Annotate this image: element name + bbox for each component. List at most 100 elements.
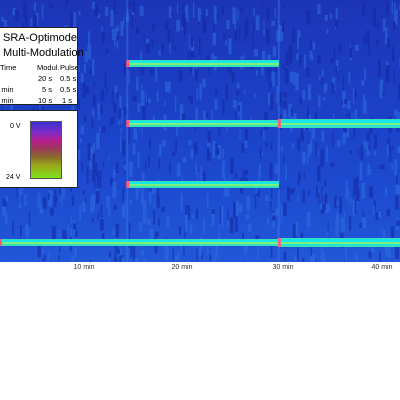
noise-speck [161, 43, 164, 51]
noise-speck [137, 103, 141, 112]
noise-speck [349, 197, 352, 206]
noise-speck [229, 217, 234, 234]
noise-speck [323, 89, 327, 94]
noise-speck [42, 248, 44, 259]
noise-speck [245, 170, 249, 175]
noise-speck [108, 154, 110, 162]
noise-speck [197, 172, 199, 185]
noise-speck [326, 145, 328, 158]
noise-speck [139, 222, 143, 232]
noise-speck [371, 244, 375, 253]
noise-speck [349, 215, 352, 231]
noise-speck [242, 232, 244, 242]
noise-speck [202, 16, 205, 21]
noise-speck [112, 228, 116, 236]
noise-speck [396, 172, 398, 187]
noise-speck [395, 195, 399, 210]
noise-speck [261, 64, 264, 76]
noise-speck [36, 12, 39, 26]
noise-speck [281, 146, 283, 152]
noise-speck [114, 40, 116, 47]
noise-speck [185, 204, 188, 218]
noise-speck [274, 7, 277, 18]
colorbar-box: 0 V 24 V [0, 110, 78, 188]
noise-speck [37, 192, 41, 208]
noise-speck [180, 241, 182, 251]
noise-speck [120, 128, 123, 133]
noise-speck [245, 19, 249, 36]
noise-speck [145, 42, 150, 54]
noise-speck [285, 52, 290, 66]
noise-speck [244, 246, 248, 253]
noise-speck [123, 164, 127, 170]
noise-speck [320, 149, 324, 167]
noise-speck [135, 187, 139, 200]
noise-speck [297, 34, 299, 50]
noise-speck [106, 87, 108, 95]
noise-speck [234, 22, 238, 40]
noise-speck [207, 139, 211, 153]
noise-speck [327, 221, 329, 238]
noise-speck [222, 160, 225, 178]
noise-speck [355, 199, 357, 214]
noise-speck [158, 217, 160, 227]
noise-speck [2, 206, 6, 216]
noise-speck [154, 231, 159, 237]
noise-speck [356, 176, 359, 191]
noise-speck [321, 130, 325, 142]
noise-speck [321, 76, 324, 85]
noise-speck [366, 30, 370, 45]
noise-speck [141, 188, 144, 205]
noise-speck [257, 190, 260, 198]
noise-speck [347, 187, 349, 205]
noise-speck [312, 254, 316, 262]
noise-speck [164, 242, 169, 261]
noise-speck [363, 94, 366, 100]
noise-speck [51, 226, 56, 241]
noise-speck [234, 173, 238, 179]
noise-speck [380, 164, 385, 170]
noise-speck [368, 145, 370, 150]
noise-speck [321, 69, 324, 78]
noise-speck [214, 254, 216, 262]
noise-speck [306, 211, 311, 227]
noise-speck [267, 93, 271, 105]
noise-speck [75, 230, 78, 238]
noise-speck [159, 144, 162, 157]
noise-speck [303, 171, 305, 179]
noise-speck [148, 138, 151, 150]
noise-speck [245, 214, 250, 220]
noise-speck [128, 70, 130, 84]
noise-speck [302, 90, 306, 100]
noise-speck [368, 43, 370, 55]
noise-speck [375, 212, 379, 220]
noise-speck [71, 195, 75, 206]
noise-speck [339, 196, 342, 214]
noise-speck [276, 86, 279, 103]
noise-speck [48, 190, 52, 207]
noise-speck [92, 108, 94, 121]
noise-speck [378, 164, 380, 169]
noise-speck [136, 132, 138, 141]
noise-speck [203, 261, 206, 262]
noise-speck [266, 217, 269, 225]
noise-speck [243, 261, 246, 262]
noise-speck [80, 138, 82, 143]
noise-speck [236, 82, 240, 88]
noise-speck [337, 73, 339, 82]
noise-speck [359, 162, 363, 181]
noise-speck [41, 4, 44, 19]
noise-speck [271, 183, 273, 199]
noise-speck [168, 163, 171, 174]
noise-speck [294, 254, 297, 260]
noise-speck [384, 242, 389, 255]
noise-speck [382, 18, 386, 32]
noise-speck [2, 198, 7, 209]
noise-speck [118, 120, 121, 125]
noise-speck [148, 154, 150, 168]
noise-speck [88, 68, 92, 74]
noise-speck [221, 6, 224, 16]
noise-speck [205, 9, 208, 16]
noise-speck [65, 0, 69, 6]
noise-speck [379, 79, 384, 93]
